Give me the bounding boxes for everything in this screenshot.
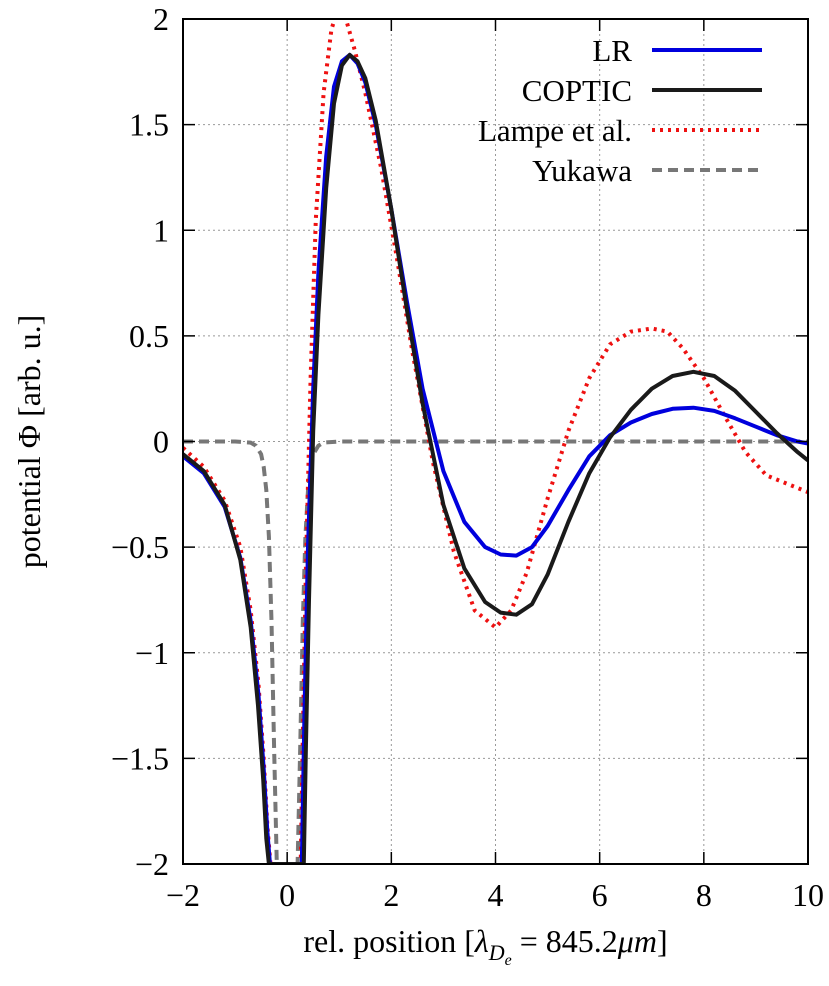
x-axis-label-suffix: ] <box>657 923 668 959</box>
x-tick-label: 8 <box>696 877 712 913</box>
y-tick-label: 0.5 <box>129 318 169 354</box>
x-tick-label: −2 <box>166 877 200 913</box>
x-axis-label: rel. position [λDe = 845.2μm] <box>303 923 667 969</box>
y-tick-label: −1 <box>135 635 169 671</box>
x-tick-label: 6 <box>592 877 608 913</box>
axis-ticks: −2 0 2 4 6 8 10 −2 −1.5 −1 −0.5 0 0.5 1 1.5 2 <box>111 1 824 913</box>
grid-lines <box>183 19 808 864</box>
series-line-yukawa <box>183 439 808 864</box>
legend-label: COPTIC <box>522 73 632 108</box>
legend-label: Lampe et al. <box>478 113 632 148</box>
x-axis-label-lambda: λ <box>474 923 489 959</box>
y-tick-label: 2 <box>153 1 169 37</box>
x-tick-label: 2 <box>383 877 399 913</box>
y-tick-label: −0.5 <box>111 529 169 565</box>
legend-label: Yukawa <box>532 153 632 188</box>
y-tick-label: 1 <box>153 212 169 248</box>
x-axis-label-m: m <box>634 923 657 959</box>
x-axis-label-eq: = 845.2 <box>512 923 618 959</box>
y-tick-label: −2 <box>135 846 169 882</box>
y-tick-label: −1.5 <box>111 740 169 776</box>
y-axis-label: potential Φ [arb. u.] <box>11 315 47 569</box>
x-axis-label-prefix: rel. position [ <box>303 923 475 959</box>
x-axis-label-mu: μ <box>617 923 634 959</box>
legend-label: LR <box>592 33 632 68</box>
x-axis-label-sub: D <box>488 940 505 965</box>
x-axis-label-subsub: e <box>505 952 512 969</box>
series-line-lampe-et-al <box>183 19 808 864</box>
x-tick-label: 10 <box>792 877 824 913</box>
y-tick-label: 0 <box>153 424 169 460</box>
y-tick-label: 1.5 <box>129 107 169 143</box>
series-layer <box>183 19 808 864</box>
x-tick-label: 4 <box>488 877 504 913</box>
series-line-coptic <box>183 52 808 864</box>
x-tick-label: 0 <box>279 877 295 913</box>
legend: LR COPTIC Lampe et al. Yukawa <box>478 33 762 188</box>
